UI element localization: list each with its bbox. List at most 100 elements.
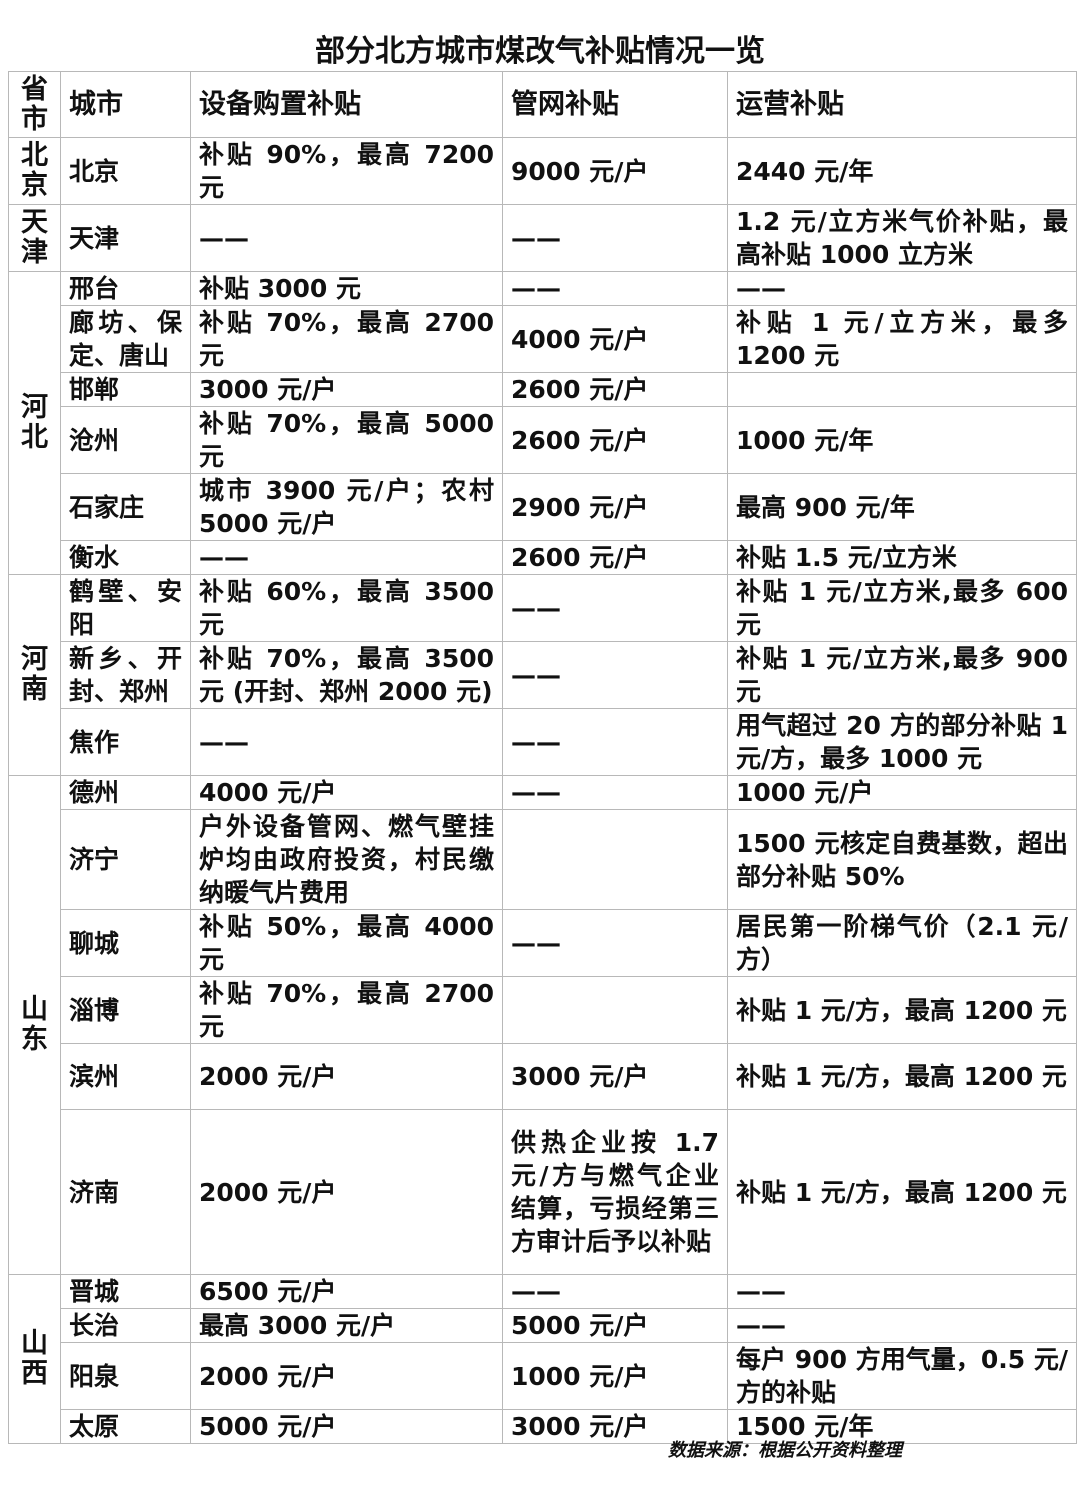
header-city: 城市: [60, 71, 191, 138]
city-cell: 晋城: [60, 1274, 191, 1309]
pipe-subsidy-cell: 2600 元/户: [502, 406, 728, 474]
pipe-subsidy-cell: ——: [502, 641, 728, 709]
table-row: 太原 5000 元/户 3000 元/户 1500 元/年: [9, 1409, 1077, 1444]
city-cell: 济南: [60, 1109, 191, 1275]
header-equipment: 设备购置补贴: [190, 71, 503, 138]
operation-subsidy-cell: 1500 元核定自费基数，超出部分补贴 50%: [727, 809, 1077, 910]
equipment-subsidy-cell: 补贴 70%，最高 3500 元 (开封、郑州 2000 元): [190, 641, 503, 709]
equipment-subsidy-cell: 城市 3900 元/户；农村 5000 元/户: [190, 473, 503, 541]
table-row: 沧州 补贴 70%，最高 5000 元 2600 元/户 1000 元/年: [9, 406, 1077, 474]
table-row: 天津 天津 —— —— 1.2 元/立方米气价补贴，最高补贴 1000 立方米: [8, 204, 1077, 272]
table-row: 阳泉 2000 元/户 1000 元/户 每户 900 方用气量，0.5 元/方的补贴: [9, 1342, 1077, 1410]
header-province: 省市: [8, 71, 61, 138]
equipment-subsidy-cell: 2000 元/户: [190, 1043, 503, 1110]
city-cell: 淄博: [60, 976, 191, 1044]
operation-subsidy-cell: 补贴 1 元/方，最高 1200 元: [727, 976, 1077, 1044]
table-row: 衡水 —— 2600 元/户 补贴 1.5 元/立方米: [9, 540, 1077, 575]
city-cell: 石家庄: [60, 473, 191, 541]
operation-subsidy-cell: 补贴 1 元/立方米,最多 600 元: [727, 574, 1077, 642]
pipe-subsidy-cell: ——: [502, 775, 728, 810]
pipe-subsidy-cell: 1000 元/户: [502, 1342, 728, 1410]
city-cell: 聊城: [60, 909, 191, 977]
equipment-subsidy-cell: 补贴 60%，最高 3500 元: [190, 574, 503, 642]
operation-subsidy-cell: 补贴 1 元/方，最高 1200 元: [727, 1043, 1077, 1110]
city-cell: 鹤壁、安阳: [60, 574, 191, 642]
city-cell: 沧州: [60, 406, 191, 474]
city-cell: 阳泉: [60, 1342, 191, 1410]
table-row: 淄博 补贴 70%，最高 2700 元 补贴 1 元/方，最高 1200 元: [9, 976, 1077, 1044]
city-cell: 德州: [60, 775, 191, 810]
equipment-subsidy-cell: 户外设备管网、燃气壁挂炉均由政府投资，村民缴纳暖气片费用: [190, 809, 503, 910]
table-row: 邯郸 3000 元/户 2600 元/户: [9, 372, 1077, 407]
table-row: 石家庄 城市 3900 元/户；农村 5000 元/户 2900 元/户 最高 900…: [9, 473, 1077, 541]
city-cell: 济宁: [60, 809, 191, 910]
city-cell: 邯郸: [60, 372, 191, 407]
pipe-subsidy-cell: 9000 元/户: [502, 137, 728, 205]
equipment-subsidy-cell: ——: [190, 540, 503, 575]
operation-subsidy-cell: 补贴 1 元/方，最高 1200 元: [727, 1109, 1077, 1275]
operation-subsidy-cell: 居民第一阶梯气价（2.1 元/方）: [727, 909, 1077, 977]
province-cell: 河南: [8, 574, 61, 776]
equipment-subsidy-cell: 补贴 90%，最高 7200 元: [190, 137, 503, 205]
table-row: 山西 晋城 6500 元/户 —— ——: [8, 1274, 1077, 1444]
pipe-subsidy-cell: 4000 元/户: [502, 305, 728, 373]
city-cell: 太原: [60, 1409, 191, 1444]
city-cell: 焦作: [60, 708, 191, 776]
table-row: 山东 德州 4000 元/户 —— 1000 元/户: [8, 775, 1077, 1275]
operation-subsidy-cell: ——: [727, 1308, 1077, 1343]
operation-subsidy-cell: 用气超过 20 方的部分补贴 1 元/方，最多 1000 元: [727, 708, 1077, 776]
subsidy-table: 省市 城市 设备购置补贴 管网补贴 运营补贴 北京 北京 补贴 90%，最高 720…: [8, 71, 1077, 1444]
pipe-subsidy-cell: ——: [502, 909, 728, 977]
table-row: 济宁 户外设备管网、燃气壁挂炉均由政府投资，村民缴纳暖气片费用 1500 元核定自费…: [9, 809, 1077, 910]
pipe-subsidy-cell: 3000 元/户: [502, 1409, 728, 1444]
province-cell: 天津: [8, 204, 61, 272]
equipment-subsidy-cell: 5000 元/户: [190, 1409, 503, 1444]
equipment-subsidy-cell: ——: [190, 204, 503, 272]
equipment-subsidy-cell: 3000 元/户: [190, 372, 503, 407]
header-operation: 运营补贴: [727, 71, 1077, 138]
pipe-subsidy-cell: ——: [502, 1274, 728, 1309]
equipment-subsidy-cell: ——: [190, 708, 503, 776]
equipment-subsidy-cell: 补贴 70%，最高 2700 元: [190, 976, 503, 1044]
operation-subsidy-cell: 1.2 元/立方米气价补贴，最高补贴 1000 立方米: [727, 204, 1077, 272]
city-cell: 滨州: [60, 1043, 191, 1110]
equipment-subsidy-cell: 补贴 70%，最高 2700 元: [190, 305, 503, 373]
city-cell: 长治: [60, 1308, 191, 1343]
table-row: 北京 北京 补贴 90%，最高 7200 元 9000 元/户 2440 元/年: [8, 137, 1077, 205]
operation-subsidy-cell: 1000 元/年: [727, 406, 1077, 474]
pipe-subsidy-cell: ——: [502, 574, 728, 642]
table-row: 河北 邢台 补贴 3000 元 —— ——: [8, 271, 1077, 575]
page-title: 部分北方城市煤改气补贴情况一览: [315, 34, 765, 69]
pipe-subsidy-cell: ——: [502, 204, 728, 272]
equipment-subsidy-cell: 补贴 50%，最高 4000 元: [190, 909, 503, 977]
equipment-subsidy-cell: 补贴 70%，最高 5000 元: [190, 406, 503, 474]
table-row: 焦作 —— —— 用气超过 20 方的部分补贴 1 元/方，最多 1000 元: [9, 708, 1077, 776]
table-row: 新乡、开封、郑州 补贴 70%，最高 3500 元 (开封、郑州 2000 元) —…: [9, 641, 1077, 709]
operation-subsidy-cell: 1500 元/年: [727, 1409, 1077, 1444]
pipe-subsidy-cell: [502, 809, 728, 910]
operation-subsidy-cell: 每户 900 方用气量，0.5 元/方的补贴: [727, 1342, 1077, 1410]
province-cell: 河北: [8, 271, 61, 575]
pipe-subsidy-cell: 5000 元/户: [502, 1308, 728, 1343]
table-row: 长治 最高 3000 元/户 5000 元/户 ——: [9, 1308, 1077, 1343]
table-row: 聊城 补贴 50%，最高 4000 元 —— 居民第一阶梯气价（2.1 元/方）: [9, 909, 1077, 977]
city-cell: 邢台: [60, 271, 191, 306]
equipment-subsidy-cell: 补贴 3000 元: [190, 271, 503, 306]
operation-subsidy-cell: ——: [727, 271, 1077, 306]
city-cell: 新乡、开封、郑州: [60, 641, 191, 709]
operation-subsidy-cell: 2440 元/年: [727, 137, 1077, 205]
equipment-subsidy-cell: 4000 元/户: [190, 775, 503, 810]
city-cell: 北京: [60, 137, 191, 205]
pipe-subsidy-cell: 供热企业按 1.7 元/方与燃气企业结算，亏损经第三方审计后予以补贴: [502, 1109, 728, 1275]
pipe-subsidy-cell: ——: [502, 708, 728, 776]
pipe-subsidy-cell: ——: [502, 271, 728, 306]
operation-subsidy-cell: 1000 元/户: [727, 775, 1077, 810]
province-cell: 山西: [8, 1274, 61, 1444]
city-cell: 衡水: [60, 540, 191, 575]
province-cell: 北京: [8, 137, 61, 205]
pipe-subsidy-cell: 2600 元/户: [502, 540, 728, 575]
pipe-subsidy-cell: 3000 元/户: [502, 1043, 728, 1110]
source-note: 数据来源：根据公开资料整理: [668, 1440, 902, 1461]
operation-subsidy-cell: [727, 372, 1077, 407]
table-row: 滨州 2000 元/户 3000 元/户 补贴 1 元/方，最高 1200 元: [9, 1043, 1077, 1110]
